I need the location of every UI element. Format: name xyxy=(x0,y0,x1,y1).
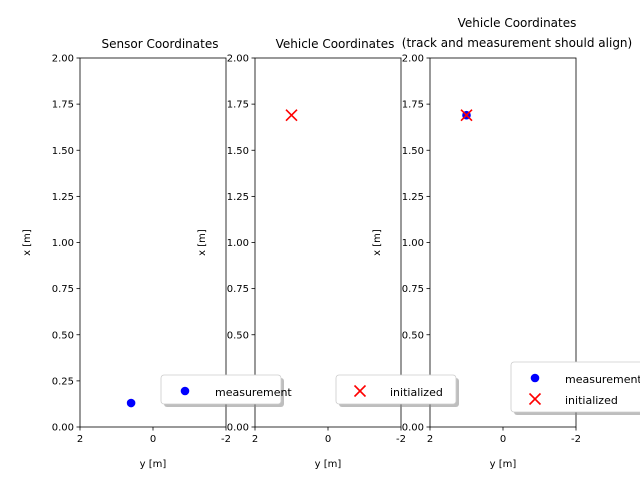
subplot-1: 0.00 0.25 0.50 0.75 1.00 1.25 1.50 1.75 2.00 2 0 -2… xyxy=(22,37,231,470)
point-initialized-0-b xyxy=(460,109,473,122)
ytick-label: 1.75 xyxy=(52,100,74,111)
xtick-label: 2 xyxy=(77,434,83,445)
chart-subtitle: (track and measurement should align) xyxy=(402,36,632,50)
ytick-label: 0.00 xyxy=(52,423,74,434)
ytick-label: 0.50 xyxy=(402,330,424,341)
y-axis-label: x [m] xyxy=(22,229,33,256)
legend-box xyxy=(510,361,640,413)
legend-entry-measurement: measurement xyxy=(565,373,640,386)
legend-entry-initialized: initialized xyxy=(565,394,618,407)
legend-marker-initialized-b xyxy=(353,384,367,398)
legend-marker-measurement xyxy=(530,373,540,383)
y-axis-label: x [m] xyxy=(197,229,208,256)
legend-box xyxy=(335,374,457,405)
chart-title: Vehicle Coordinates xyxy=(458,16,577,30)
xtick-label: -2 xyxy=(571,434,581,445)
ytick-label: 2.00 xyxy=(52,54,74,65)
xtick-label: 0 xyxy=(150,434,156,445)
ytick-label: 1.00 xyxy=(52,238,74,249)
chart-title: Vehicle Coordinates xyxy=(276,37,395,51)
x-axis-label: y [m] xyxy=(315,459,342,470)
y-axis-label: x [m] xyxy=(372,229,383,256)
point-measurement-0 xyxy=(126,398,136,408)
subplot-2: 0.000.250.500.751.001.251.501.752.0020-2… xyxy=(197,37,406,470)
ytick-label: 1.00 xyxy=(402,238,424,249)
legend-1: measurement xyxy=(160,374,292,407)
ytick-label: 1.25 xyxy=(52,192,74,203)
plot-area xyxy=(80,58,226,427)
xtick-label: 2 xyxy=(252,434,258,445)
ytick-label: 0.75 xyxy=(227,284,249,295)
x-axis-label: y [m] xyxy=(140,459,167,470)
ytick-label: 0.00 xyxy=(227,423,249,434)
ytick-label: 1.50 xyxy=(52,146,74,157)
legend-marker-measurement xyxy=(180,386,190,396)
xtick-label: -2 xyxy=(221,434,231,445)
x-axis-label: y [m] xyxy=(490,459,517,470)
ytick-label: 2.00 xyxy=(402,54,424,65)
legend-2: initialized xyxy=(335,374,459,407)
xtick-label: -2 xyxy=(396,434,406,445)
legend-marker-initialized-b xyxy=(528,392,542,406)
xtick-label: 2 xyxy=(427,434,433,445)
ytick-label: 0.50 xyxy=(227,330,249,341)
xtick-label: 0 xyxy=(500,434,506,445)
legend-entry-initialized: initialized xyxy=(390,386,443,399)
ytick-label: 0.75 xyxy=(402,284,424,295)
ytick-label: 1.50 xyxy=(402,146,424,157)
ytick-label: 0.75 xyxy=(52,284,74,295)
ytick-label: 1.00 xyxy=(227,238,249,249)
ytick-label: 0.00 xyxy=(402,423,424,434)
chart-title: Sensor Coordinates xyxy=(102,37,219,51)
point-initialized-0-b xyxy=(285,109,298,122)
ytick-label: 1.75 xyxy=(227,100,249,111)
ytick-label: 2.00 xyxy=(227,54,249,65)
legend-3: measurement initialized xyxy=(510,361,640,415)
ytick-label: 1.25 xyxy=(227,192,249,203)
legend-box xyxy=(160,374,282,405)
ytick-label: 0.50 xyxy=(52,330,74,341)
xtick-label: 0 xyxy=(325,434,331,445)
plot-area xyxy=(255,58,401,427)
ytick-label: 1.25 xyxy=(402,192,424,203)
ytick-label: 0.25 xyxy=(52,376,74,387)
ytick-label: 1.50 xyxy=(227,146,249,157)
ytick-label: 1.75 xyxy=(402,100,424,111)
legend-entry-measurement: measurement xyxy=(215,386,292,399)
